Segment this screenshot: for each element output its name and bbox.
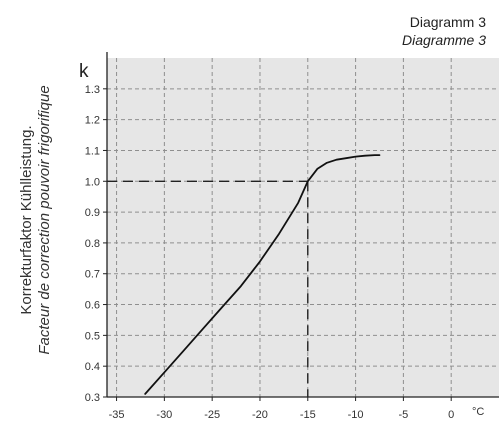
series: [144, 154, 381, 395]
y-tick-labels: 0.3 0.4 0.5 0.6 0.7 0.8 0.9 1.0 1.1 1.2 1.3: [85, 84, 100, 404]
x-tick-label: 0: [448, 409, 454, 421]
y-tick-label: 0.8: [85, 238, 100, 250]
x-tick-label: -20: [252, 409, 268, 421]
x-tick-label: -30: [156, 409, 172, 421]
y-tick-label: 0.4: [85, 361, 100, 373]
y-axis-label-french: Facteur de correction pouvoir frigorifiq…: [36, 85, 53, 354]
y-tick-label: 0.7: [85, 269, 100, 281]
y-tick-label: 1.3: [85, 84, 100, 96]
x-tick-label: -5: [398, 409, 408, 421]
reference-lines: [107, 180, 309, 397]
y-tick-label: 0.5: [85, 330, 100, 342]
x-tick-label: -35: [109, 409, 125, 421]
y-tick-label: 0.9: [85, 207, 100, 219]
y-tick-label: 0.6: [85, 300, 100, 312]
y-tick-label: 1.1: [85, 145, 100, 157]
axes: [103, 52, 499, 401]
y-axis-symbol: k: [79, 61, 89, 82]
y-tick-label: 1.0: [85, 176, 100, 188]
x-tick-label: -25: [204, 409, 220, 421]
x-axis-unit: °C: [472, 406, 484, 418]
x-tick-label: -10: [348, 409, 364, 421]
chart-title: Diagramm 3: [410, 14, 486, 30]
y-tick-label: 1.2: [85, 115, 100, 127]
plot-background: [107, 58, 499, 397]
y-tick-label: 0.3: [85, 392, 100, 404]
x-tick-label: -15: [300, 409, 316, 421]
y-axis-label: Korrekturfaktor Kühlleistung.: [18, 125, 35, 314]
chart-subtitle: Diagramme 3: [402, 32, 486, 48]
x-tick-labels: -35 -30 -25 -20 -15 -10 -5 0: [109, 409, 455, 421]
series-line-0: [144, 154, 381, 395]
